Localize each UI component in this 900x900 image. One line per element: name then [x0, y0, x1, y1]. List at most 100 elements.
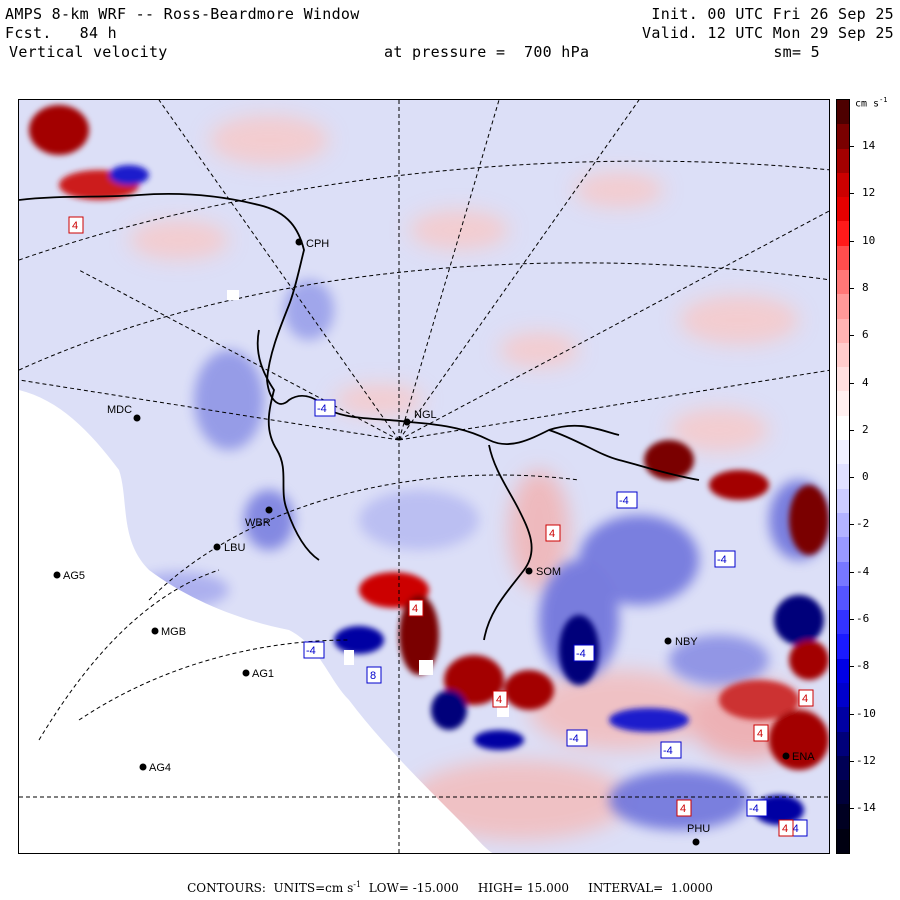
colorbar-tick-label: 12 [862, 186, 876, 200]
contour-box: 4 [753, 724, 769, 742]
colorbar-tick-mark [850, 571, 854, 573]
colorbar-level [837, 585, 849, 611]
station-ena[interactable]: ENA [782, 751, 816, 763]
smoothing: sm= 5 [773, 43, 820, 61]
colorbar-level [837, 464, 849, 490]
colorbar-level [837, 148, 849, 174]
station-phu[interactable]: PHU [687, 823, 710, 846]
colorbar-level [837, 828, 849, 853]
svg-text:4: 4 [496, 694, 502, 706]
contour-box: -4 [566, 729, 588, 747]
svg-text:PHU: PHU [687, 823, 710, 835]
station-wbr[interactable]: WBR [245, 506, 273, 530]
station-ag5[interactable]: AG5 [53, 570, 86, 582]
station-mdc[interactable]: MDC [107, 404, 141, 422]
stations: CPH MDC NGL LBU WBR AG5 SOM MGB NBY AG1 … [53, 238, 816, 846]
contour-box: 4 [676, 799, 692, 817]
colorbar-tick-mark [850, 760, 854, 762]
colorbar-tick-label: -12 [856, 753, 876, 767]
colorbar-level [837, 221, 849, 247]
coastline [19, 192, 700, 641]
contour-box: 4 [68, 216, 84, 234]
svg-text:WBR: WBR [245, 517, 271, 529]
svg-text:4: 4 [72, 220, 78, 232]
svg-text:4: 4 [782, 823, 788, 835]
svg-text:-4: -4 [306, 645, 316, 657]
colorbar-tick-mark [850, 146, 854, 147]
colorbar-level [837, 100, 849, 125]
field-name: Vertical velocity [9, 43, 168, 61]
station-cph[interactable]: CPH [295, 238, 330, 250]
station-lbu[interactable]: LBU [213, 542, 246, 554]
svg-text:-4: -4 [569, 733, 579, 745]
valid-time: Valid. 12 UTC Mon 29 Sep 25 [642, 24, 894, 42]
svg-text:AG1: AG1 [252, 668, 274, 680]
svg-text:CPH: CPH [306, 238, 329, 250]
svg-text:ENA: ENA [792, 751, 815, 763]
contour-box: 8 [366, 666, 382, 684]
colorbar-level [837, 440, 849, 465]
svg-text:8: 8 [370, 670, 376, 682]
colorbar-level [837, 780, 849, 805]
colorbar-tick-mark [850, 193, 854, 195]
colorbar-tick-mark [850, 477, 854, 479]
colorbar-tick-mark [850, 240, 854, 242]
svg-text:MDC: MDC [107, 404, 132, 416]
colorbar-tick-label: -8 [856, 659, 870, 673]
colorbar-tick-label: 2 [862, 422, 869, 436]
graticule [19, 100, 829, 853]
colorbar-level [837, 731, 849, 757]
colorbar-tick-mark [850, 335, 854, 337]
station-mgb[interactable]: MGB [151, 626, 187, 638]
colorbar-tick-label: 8 [862, 280, 869, 294]
svg-text:-4: -4 [717, 554, 727, 566]
svg-text:4: 4 [757, 728, 763, 740]
colorbar-level [837, 488, 849, 514]
masked-terrain [19, 390, 493, 853]
station-ag1[interactable]: AG1 [242, 668, 275, 680]
forecast-hour: Fcst. 84 h [5, 24, 117, 42]
contour-box: 4 [798, 689, 814, 707]
contour-box: 4 [545, 524, 561, 542]
colorbar-tick-mark [850, 619, 854, 620]
station-ag4[interactable]: AG4 [139, 762, 172, 774]
colorbar-tick-mark [850, 524, 854, 526]
svg-text:NGL: NGL [414, 409, 437, 421]
init-time: Init. 00 UTC Fri 26 Sep 25 [651, 5, 894, 23]
contour-box: -4 [573, 644, 595, 662]
colorbar-tick-mark [850, 666, 854, 668]
colorbar [836, 99, 850, 854]
station-ngl[interactable]: NGL [403, 409, 437, 426]
colorbar-tick-label: 4 [862, 375, 869, 389]
colorbar-level [837, 172, 849, 198]
svg-text:-4: -4 [789, 823, 799, 835]
svg-text:AG4: AG4 [149, 762, 171, 774]
colorbar-level [837, 610, 849, 635]
colorbar-level [837, 755, 849, 781]
svg-text:-4: -4 [663, 745, 673, 757]
colorbar-tick-label: -10 [856, 706, 876, 720]
contour-box: -4 [303, 641, 325, 659]
colorbar-tick-mark [850, 287, 854, 289]
map-panel[interactable]: 4 -4 -4 4 -4 -4 4 -4 4 4 -4 8 -4 4 -4 4 … [18, 99, 830, 854]
colorbar-tick-label: 0 [862, 470, 869, 484]
svg-text:4: 4 [549, 528, 555, 540]
svg-text:4: 4 [680, 803, 686, 815]
colorbar-tick-mark [850, 382, 854, 384]
svg-text:4: 4 [412, 603, 418, 615]
contour-box: -4 [714, 550, 736, 568]
vertical-velocity-map[interactable]: 4 -4 -4 4 -4 -4 4 -4 4 4 -4 8 -4 4 -4 4 … [19, 100, 830, 854]
colorbar-level [837, 342, 849, 368]
svg-text:-4: -4 [749, 803, 759, 815]
contour-value-boxes: 4 -4 -4 4 -4 -4 4 -4 4 4 -4 8 -4 4 -4 4 … [68, 216, 814, 837]
mountain-wave-bands [29, 105, 829, 825]
svg-text:4: 4 [802, 693, 808, 705]
station-som[interactable]: SOM [525, 566, 562, 578]
contour-box: 4 [492, 690, 508, 708]
colorbar-level [837, 391, 849, 417]
colorbar-level [837, 512, 849, 538]
svg-text:-4: -4 [619, 495, 629, 507]
colorbar-tick-mark [850, 713, 854, 715]
colorbar-level [837, 415, 849, 441]
station-nby[interactable]: NBY [664, 636, 699, 648]
